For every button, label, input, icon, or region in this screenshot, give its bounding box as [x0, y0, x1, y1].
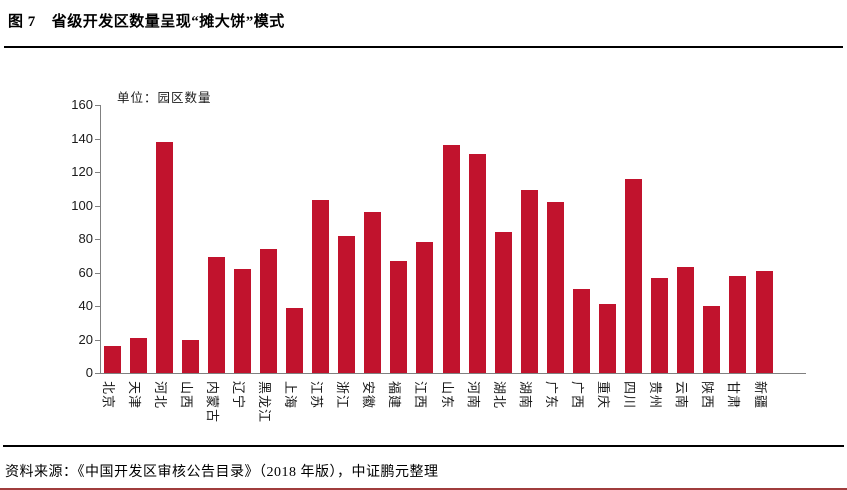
x-tick-label: 福建	[387, 381, 403, 410]
bar	[338, 235, 356, 373]
bar	[520, 190, 538, 373]
page-bottom-rule	[0, 488, 847, 490]
y-tick-label: 140	[71, 130, 93, 146]
x-tick-label: 江西	[413, 381, 429, 410]
x-tick-label: 上海	[283, 381, 299, 410]
bar	[755, 270, 773, 373]
bar	[651, 277, 669, 373]
x-tick-label: 云南	[674, 381, 690, 410]
y-tick-mark	[95, 239, 100, 240]
x-tick-label: 黑龙江	[256, 381, 272, 424]
x-tick-label: 河南	[465, 381, 481, 410]
x-tick-label: 山东	[439, 381, 455, 410]
figure-label: 图 7	[8, 14, 36, 30]
x-tick-label: 山西	[178, 381, 194, 410]
y-tick-label: 120	[71, 164, 93, 179]
y-tick-mark	[95, 205, 100, 207]
x-tick-label: 甘肃	[726, 381, 742, 410]
y-tick-label: 80	[78, 231, 93, 246]
x-tick-label: 湖北	[491, 381, 507, 410]
unit-label: 单位：园区数量	[117, 91, 212, 105]
bar	[572, 289, 590, 373]
bar	[416, 242, 434, 373]
bar	[312, 200, 330, 373]
bar	[729, 275, 747, 373]
bar	[207, 257, 225, 373]
x-tick-label: 内蒙古	[204, 381, 220, 424]
y-tick-mark	[95, 373, 100, 374]
x-tick-label: 天津	[126, 381, 142, 410]
title-divider	[4, 46, 843, 48]
x-tick-label: 广西	[569, 381, 585, 410]
x-axis-line	[100, 373, 806, 374]
bar	[103, 346, 121, 373]
y-tick-mark	[95, 339, 100, 341]
bar	[625, 178, 643, 373]
bar	[468, 153, 486, 373]
y-axis-line	[100, 105, 101, 373]
bar	[390, 260, 408, 373]
bar	[442, 145, 460, 373]
figure-title: 图 7 省级开发区数量呈现“摊大饼”模式	[8, 10, 285, 31]
bar	[599, 304, 617, 373]
bar	[259, 249, 277, 373]
figure-title-text: 省级开发区数量呈现“摊大饼”模式	[51, 14, 285, 30]
x-tick-label: 河北	[152, 381, 168, 410]
y-tick-mark	[95, 272, 100, 274]
y-tick-mark	[95, 306, 100, 307]
y-tick-label: 20	[78, 331, 93, 347]
x-tick-label: 四川	[622, 381, 638, 410]
bar	[155, 141, 173, 373]
bar	[494, 232, 512, 373]
bar	[286, 307, 304, 373]
x-tick-label: 广东	[543, 381, 559, 410]
x-tick-label: 浙江	[335, 381, 351, 410]
x-tick-label: 贵州	[648, 381, 664, 410]
x-tick-label: 湖南	[517, 381, 533, 410]
bar-chart: 单位：园区数量 0 20 40 60 80 100 120 140 160 北京 天津 河北 山西 内蒙古…	[71, 91, 806, 424]
bar	[677, 267, 695, 373]
bar	[546, 202, 564, 373]
bar	[129, 337, 147, 373]
y-tick-label: 60	[78, 264, 93, 280]
x-tick-label: 新疆	[752, 381, 768, 410]
bar	[233, 269, 251, 373]
y-tick-label: 100	[71, 197, 93, 213]
y-tick-label: 40	[78, 298, 93, 313]
x-tick-label: 辽宁	[230, 381, 246, 410]
x-tick-label: 江苏	[309, 381, 325, 410]
y-tick-label: 0	[85, 365, 93, 380]
bar	[181, 339, 199, 373]
x-tick-label: 重庆	[596, 381, 612, 410]
x-tick-label: 陕西	[700, 381, 716, 410]
y-tick-mark	[95, 105, 100, 106]
y-tick-mark	[95, 138, 100, 140]
bar	[703, 306, 721, 373]
y-tick-label: 160	[71, 97, 93, 112]
x-tick-label: 北京	[100, 381, 116, 410]
footer-divider	[3, 445, 844, 447]
y-tick-mark	[95, 172, 100, 173]
x-tick-label: 安徽	[361, 381, 377, 410]
source-note: 资料来源：《中国开发区审核公告目录》（2018 年版），中证鹏元整理	[5, 465, 439, 480]
bar	[364, 212, 382, 373]
